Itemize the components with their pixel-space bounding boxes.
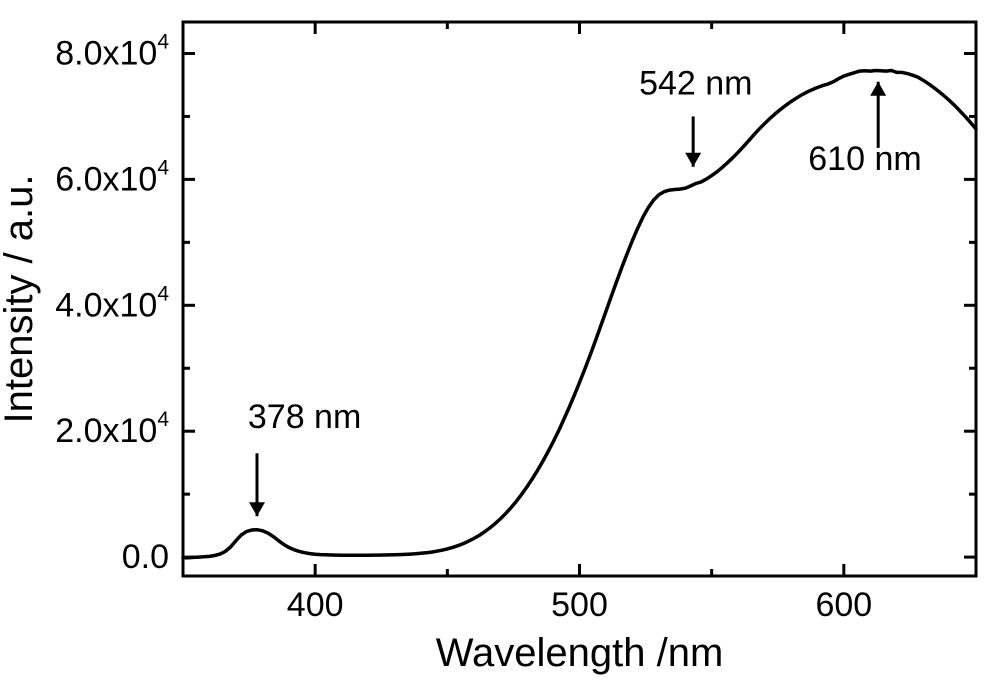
x-tick-label: 500 xyxy=(551,586,608,624)
peak-label: 378 nm xyxy=(248,398,361,436)
peak-arrowhead xyxy=(249,502,265,516)
peak-label: 610 nm xyxy=(808,140,921,178)
x-axis-label: Wavelength /nm xyxy=(436,631,724,675)
y-tick-label: 2.0x104 xyxy=(55,408,169,450)
peak-arrowhead xyxy=(870,82,886,96)
peak-label: 542 nm xyxy=(639,64,752,102)
plot-frame xyxy=(183,22,976,576)
y-tick-label: 0.0 xyxy=(122,538,169,576)
y-tick-label: 8.0x104 xyxy=(55,30,169,72)
x-tick-label: 400 xyxy=(287,586,344,624)
y-axis-label: Intensity / a.u. xyxy=(0,174,41,423)
y-tick-label: 4.0x104 xyxy=(55,282,169,324)
spectrum-chart: Wavelength /nm Intensity / a.u. 400 500 60… xyxy=(0,0,1000,686)
peak-arrowhead xyxy=(685,153,701,167)
x-tick-label: 600 xyxy=(815,586,872,624)
y-tick-label: 6.0x104 xyxy=(55,156,169,198)
